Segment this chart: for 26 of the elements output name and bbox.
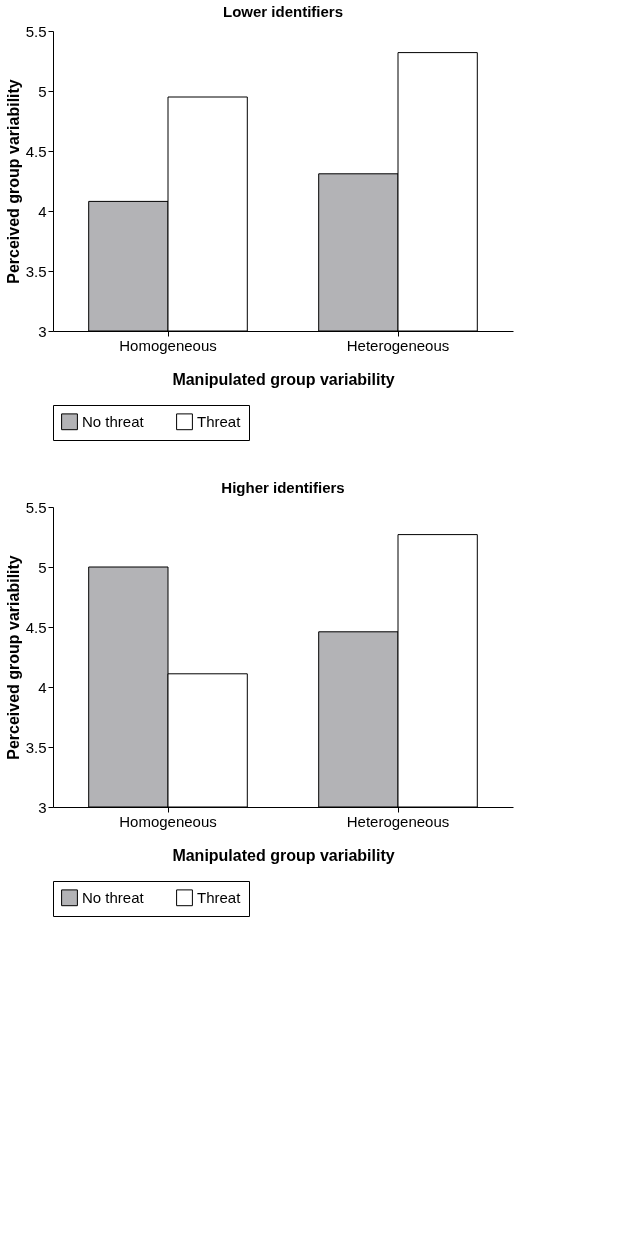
x-tick-label: Homogeneous bbox=[119, 336, 217, 354]
y-tick-label: 5 bbox=[38, 82, 47, 100]
y-tick-label: 3 bbox=[38, 798, 47, 816]
chart-title: Higher identifiers bbox=[221, 479, 345, 496]
x-axis-title: Manipulated group variability bbox=[172, 846, 395, 864]
x-tick-label: Heterogeneous bbox=[346, 812, 450, 830]
y-tick-label: 4.5 bbox=[25, 142, 47, 160]
y-tick-label: 4 bbox=[38, 678, 47, 696]
y-axis-title: Perceived group variability bbox=[4, 555, 22, 760]
y-tick-label: 5 bbox=[38, 558, 47, 576]
legend-label: Threat bbox=[197, 888, 242, 906]
x-tick-label: Heterogeneous bbox=[346, 336, 450, 354]
y-tick-label: 4 bbox=[38, 202, 47, 220]
x-tick-label: Homogeneous bbox=[119, 812, 217, 830]
y-tick-label: 5.5 bbox=[25, 498, 47, 516]
y-tick-label: 4.5 bbox=[25, 618, 47, 636]
y-tick-label: 3 bbox=[38, 322, 47, 340]
y-axis-title: Perceived group variability bbox=[4, 79, 22, 284]
y-tick-label: 3.5 bbox=[25, 262, 47, 280]
y-tick-label: 3.5 bbox=[25, 738, 47, 756]
chart-title: Lower identifiers bbox=[222, 3, 344, 20]
legend-label: No threat bbox=[82, 888, 145, 906]
x-axis-title: Manipulated group variability bbox=[172, 370, 395, 388]
y-tick-label: 5.5 bbox=[25, 22, 47, 40]
legend-label: Threat bbox=[197, 412, 242, 430]
legend-label: No threat bbox=[82, 412, 145, 430]
